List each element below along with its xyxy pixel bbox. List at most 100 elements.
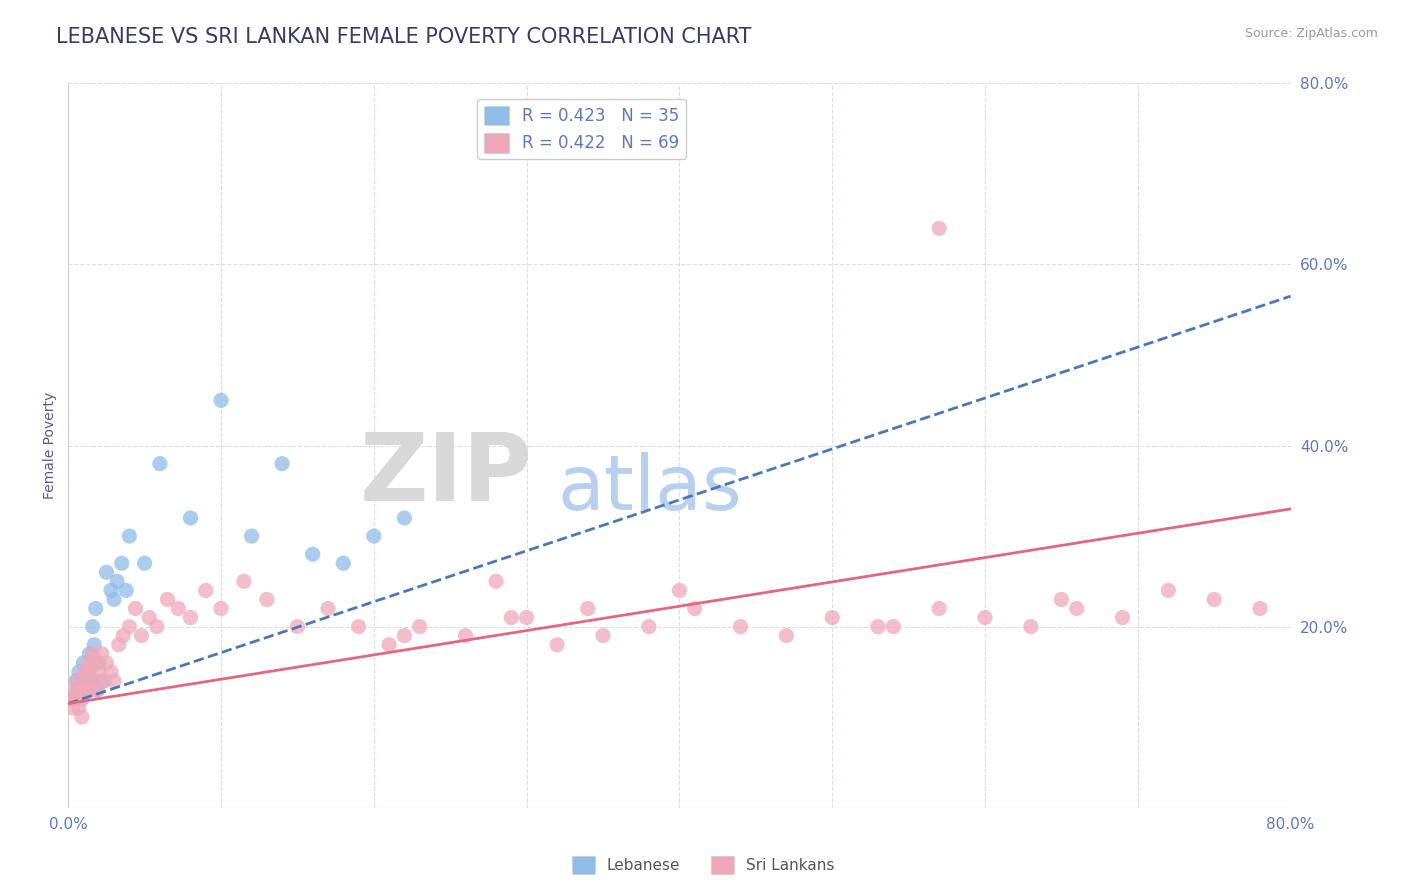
- Point: [76, 683, 98, 698]
- Point: [90, 647, 112, 661]
- Point: [86, 683, 108, 698]
- Point: [96, 656, 118, 670]
- Point: [103, 673, 125, 688]
- Point: [73, 683, 96, 698]
- Point: [67, 665, 90, 679]
- Point: [332, 556, 354, 570]
- Point: [233, 574, 256, 589]
- Point: [394, 629, 416, 643]
- Point: [363, 529, 385, 543]
- Point: [105, 574, 128, 589]
- Point: [775, 629, 797, 643]
- Point: [67, 701, 90, 715]
- Point: [454, 629, 477, 643]
- Point: [637, 619, 659, 633]
- Point: [287, 619, 309, 633]
- Point: [821, 610, 844, 624]
- Point: [882, 619, 904, 633]
- Point: [316, 601, 339, 615]
- Point: [80, 673, 103, 688]
- Point: [77, 656, 100, 670]
- Point: [82, 619, 104, 633]
- Point: [63, 683, 86, 698]
- Point: [69, 683, 91, 698]
- Point: [1249, 601, 1271, 615]
- Point: [134, 556, 156, 570]
- Point: [111, 556, 134, 570]
- Point: [83, 673, 105, 688]
- Point: [928, 221, 950, 235]
- Text: ZIP: ZIP: [360, 428, 533, 521]
- Point: [107, 638, 129, 652]
- Legend: Lebanese, Sri Lankans: Lebanese, Sri Lankans: [565, 850, 841, 880]
- Point: [86, 683, 108, 698]
- Point: [1204, 592, 1226, 607]
- Point: [84, 656, 107, 670]
- Point: [82, 647, 104, 661]
- Point: [730, 619, 752, 633]
- Point: [76, 673, 98, 688]
- Point: [179, 511, 201, 525]
- Point: [118, 529, 141, 543]
- Point: [94, 673, 117, 688]
- Point: [516, 610, 538, 624]
- Point: [60, 692, 83, 706]
- Text: Source: ZipAtlas.com: Source: ZipAtlas.com: [1244, 27, 1378, 40]
- Point: [70, 710, 93, 724]
- Point: [209, 601, 232, 615]
- Point: [408, 619, 430, 633]
- Point: [100, 583, 122, 598]
- Point: [501, 610, 523, 624]
- Point: [1050, 592, 1073, 607]
- Text: atlas: atlas: [557, 452, 742, 526]
- Point: [115, 583, 138, 598]
- Point: [131, 629, 153, 643]
- Point: [167, 601, 190, 615]
- Point: [668, 583, 690, 598]
- Point: [79, 665, 101, 679]
- Point: [546, 638, 568, 652]
- Point: [194, 583, 217, 598]
- Point: [156, 592, 179, 607]
- Point: [70, 692, 93, 706]
- Legend: R = 0.423   N = 35, R = 0.422   N = 69: R = 0.423 N = 35, R = 0.422 N = 69: [477, 99, 686, 159]
- Point: [576, 601, 599, 615]
- Point: [1019, 619, 1042, 633]
- Point: [146, 619, 169, 633]
- Point: [65, 692, 87, 706]
- Point: [79, 647, 101, 661]
- Point: [103, 592, 125, 607]
- Point: [87, 665, 110, 679]
- Point: [928, 601, 950, 615]
- Point: [80, 683, 103, 698]
- Point: [868, 619, 890, 633]
- Point: [84, 601, 107, 615]
- Point: [378, 638, 401, 652]
- Point: [69, 683, 91, 698]
- Point: [1157, 583, 1180, 598]
- Point: [1111, 610, 1133, 624]
- Point: [72, 656, 94, 670]
- Point: [112, 629, 135, 643]
- Point: [179, 610, 201, 624]
- Point: [83, 638, 105, 652]
- Point: [301, 547, 323, 561]
- Point: [485, 574, 508, 589]
- Point: [592, 629, 614, 643]
- Point: [138, 610, 160, 624]
- Point: [62, 692, 84, 706]
- Text: LEBANESE VS SRI LANKAN FEMALE POVERTY CORRELATION CHART: LEBANESE VS SRI LANKAN FEMALE POVERTY CO…: [56, 27, 752, 46]
- Point: [394, 511, 416, 525]
- Point: [96, 566, 118, 580]
- Point: [73, 673, 96, 688]
- Point: [77, 665, 100, 679]
- Point: [209, 393, 232, 408]
- Point: [65, 673, 87, 688]
- Point: [118, 619, 141, 633]
- Point: [271, 457, 294, 471]
- Point: [149, 457, 172, 471]
- Point: [90, 673, 112, 688]
- Point: [256, 592, 278, 607]
- Point: [124, 601, 146, 615]
- Point: [347, 619, 370, 633]
